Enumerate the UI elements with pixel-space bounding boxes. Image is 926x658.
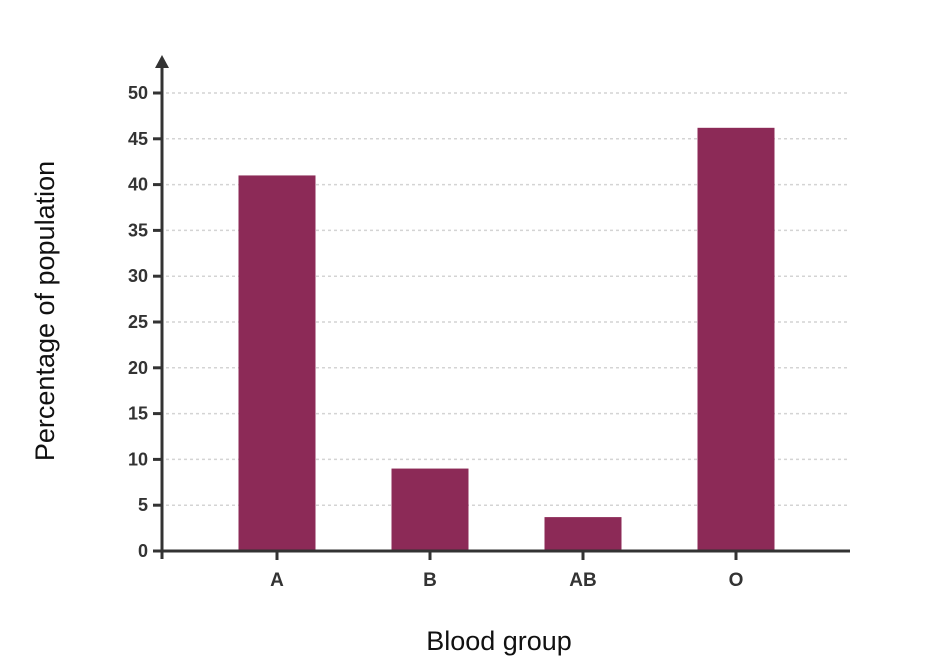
y-axis-title: Percentage of population bbox=[30, 161, 60, 461]
y-tick-label: 45 bbox=[128, 129, 148, 149]
y-tick-label: 5 bbox=[138, 495, 148, 515]
y-tick-labels: 0 5 10 15 20 25 30 35 40 45 50 bbox=[128, 83, 162, 561]
y-tick-label: 20 bbox=[128, 358, 148, 378]
y-tick-label: 10 bbox=[128, 449, 148, 469]
x-tick-label-a: A bbox=[270, 570, 284, 591]
y-tick-label: 15 bbox=[128, 404, 148, 424]
x-tick-labels: A B AB O bbox=[270, 551, 743, 591]
y-tick-label: 40 bbox=[128, 175, 148, 195]
y-tick-label: 0 bbox=[138, 541, 148, 561]
bar-b bbox=[391, 468, 469, 551]
bar-a bbox=[238, 175, 316, 551]
x-tick-label-o: O bbox=[729, 570, 744, 591]
bars bbox=[238, 127, 775, 552]
y-tick-label: 25 bbox=[128, 312, 148, 332]
y-tick-label: 30 bbox=[128, 266, 148, 286]
y-tick-label: 50 bbox=[128, 83, 148, 103]
bar-o bbox=[697, 127, 775, 552]
x-axis-title: Blood group bbox=[426, 626, 572, 656]
y-tick-label: 35 bbox=[128, 220, 148, 240]
x-tick-label-b: B bbox=[423, 570, 437, 591]
y-axis-arrow bbox=[155, 55, 169, 68]
x-tick-label-ab: AB bbox=[569, 570, 596, 591]
bar-ab bbox=[544, 517, 622, 551]
